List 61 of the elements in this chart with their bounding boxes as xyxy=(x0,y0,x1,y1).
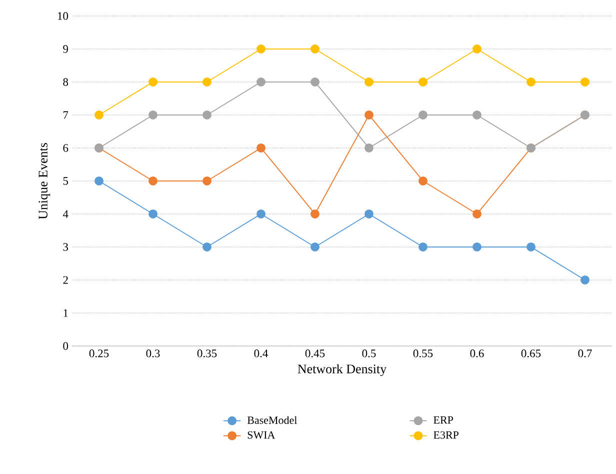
x-tick-label: 0.5 xyxy=(362,350,376,358)
point xyxy=(310,242,320,252)
point xyxy=(202,110,212,120)
x-tick-label: 0.4 xyxy=(254,350,268,358)
point xyxy=(148,77,158,86)
point xyxy=(580,275,590,284)
x-tick-label: 0.65 xyxy=(521,350,541,358)
point xyxy=(364,209,374,218)
point xyxy=(418,110,428,120)
point xyxy=(94,110,104,120)
point xyxy=(418,176,428,186)
point xyxy=(310,77,320,86)
point xyxy=(256,77,266,86)
x-tick-label: 0.7 xyxy=(578,350,592,358)
point xyxy=(418,77,428,86)
point xyxy=(526,77,536,86)
x-tick-label: 0.25 xyxy=(89,350,109,358)
point xyxy=(472,110,482,120)
y-tick-label: 2 xyxy=(63,276,68,284)
y-tick-label: 1 xyxy=(64,309,68,317)
x-tick-label: 0.6 xyxy=(470,350,484,358)
legend-label: BaseModel xyxy=(247,416,297,424)
y-tick-label: 9 xyxy=(63,45,68,53)
point xyxy=(202,176,212,186)
point xyxy=(364,143,374,152)
legend-label: SWIA xyxy=(248,431,276,439)
y-axis-title: Unique Events xyxy=(38,143,50,220)
y-tick-label: 3 xyxy=(63,243,68,251)
y-tick-label: 0 xyxy=(63,342,68,350)
point xyxy=(148,176,158,186)
x-tick-label: 0.35 xyxy=(197,350,217,358)
point xyxy=(94,176,104,186)
x-tick-label: 0.3 xyxy=(146,350,160,358)
x-axis-title: Network Density xyxy=(298,364,387,376)
point xyxy=(148,110,158,120)
point xyxy=(256,143,266,152)
y-tick-label: 8 xyxy=(63,78,68,86)
point xyxy=(364,77,374,86)
point xyxy=(418,242,428,252)
point xyxy=(202,77,212,86)
point xyxy=(580,77,590,86)
y-tick-label: 6 xyxy=(63,144,68,152)
point xyxy=(256,209,266,218)
point xyxy=(310,44,320,54)
y-tick-label: 7 xyxy=(63,111,68,119)
point xyxy=(202,242,212,252)
y-tick-label: 4 xyxy=(62,210,68,218)
x-tick-label: 0.55 xyxy=(413,350,433,358)
y-tick-label: 5 xyxy=(63,177,68,185)
point xyxy=(364,110,374,120)
point xyxy=(310,209,320,218)
point xyxy=(472,242,482,252)
y-tick-label: 10 xyxy=(58,12,68,20)
point xyxy=(526,242,536,252)
x-tick-label: 0.45 xyxy=(305,350,325,358)
legend-label: ERP xyxy=(434,416,454,424)
point xyxy=(148,209,158,218)
legend-label: E3RP xyxy=(434,431,459,439)
point xyxy=(472,209,482,218)
point xyxy=(256,44,266,54)
point xyxy=(472,44,482,54)
